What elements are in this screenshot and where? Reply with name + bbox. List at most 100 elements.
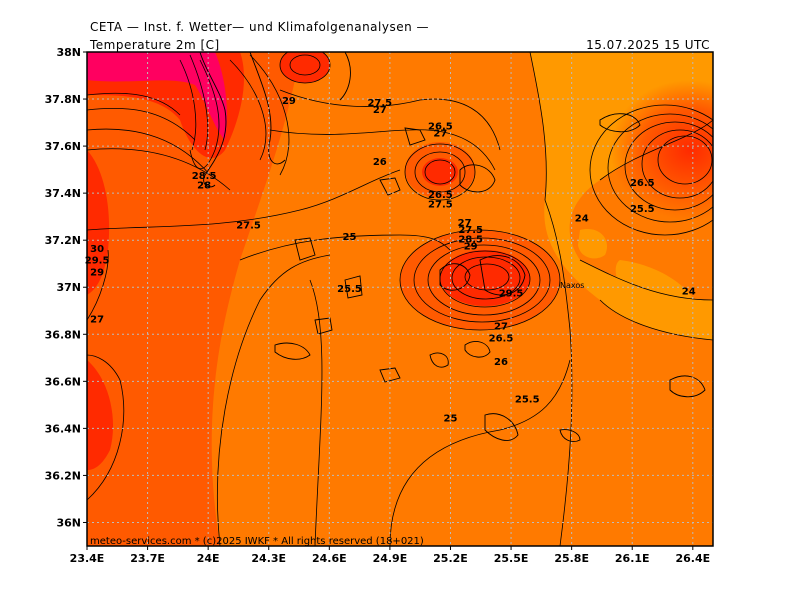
contour-line	[599, 299, 713, 341]
island	[599, 113, 641, 133]
band-32-northwest	[87, 52, 227, 140]
evia-coast	[249, 52, 286, 165]
contour-label: 26.5	[428, 122, 453, 133]
lon-tick-label: 23.7E	[130, 552, 165, 565]
island	[669, 375, 706, 398]
paros-island	[439, 263, 471, 291]
contour-line	[189, 59, 220, 170]
contour-line	[424, 159, 456, 185]
contour-line	[579, 259, 713, 301]
contour-label: 27	[433, 129, 447, 140]
contour-label: 25	[444, 413, 458, 424]
graticule	[87, 52, 713, 546]
contour-label: 27	[458, 218, 472, 229]
contour-line	[451, 256, 521, 300]
contour-label: 27.5	[236, 220, 261, 231]
contour-label: 27	[90, 315, 104, 326]
lat-tick-label: 37.2N	[45, 234, 81, 247]
lon-tick-label: 25.5E	[494, 552, 529, 565]
contour-line	[657, 135, 713, 185]
band-29-west-edge	[87, 150, 110, 295]
contour-label: 29.5	[499, 289, 524, 300]
latitude-ticks: 38N 37.8N 37.6N 37.4N 37.2N 37N 36.8N 36.6N 36.4…	[45, 46, 87, 529]
valid-datetime: 15.07.2025 15 UTC	[586, 38, 710, 52]
contour-line	[544, 199, 573, 546]
band-24-island	[578, 229, 608, 259]
contour-line	[414, 151, 466, 193]
lat-tick-label: 36.2N	[45, 469, 81, 482]
lon-tick-label: 25.8E	[554, 552, 589, 565]
lon-tick-label: 26.1E	[615, 552, 650, 565]
lon-tick-label: 25.2E	[433, 552, 468, 565]
lon-tick-label: 23.4E	[70, 552, 105, 565]
contour-line	[279, 89, 501, 151]
lat-tick-label: 36.4N	[45, 422, 81, 435]
contour-label: 28.5	[192, 171, 217, 182]
contour-label: 25.5	[337, 284, 362, 295]
contour-label: 27.5	[428, 199, 453, 210]
lon-tick-label: 24.3E	[251, 552, 286, 565]
lon-tick-label: 24E	[197, 552, 220, 565]
contour-line	[427, 244, 541, 316]
contour-line	[279, 52, 331, 84]
island	[294, 237, 316, 261]
contour-labels: 29 27.52726.5272628.52827.52526.527.52727…	[85, 96, 696, 425]
lat-tick-label: 36N	[56, 516, 81, 529]
lat-tick-label: 37.6N	[45, 140, 81, 153]
lon-tick-label: 24.9E	[373, 552, 408, 565]
contour-line	[87, 92, 181, 116]
variable-label: Temperature 2m [C]	[90, 38, 220, 52]
contour-line	[269, 129, 496, 171]
contour-label: 28	[197, 180, 211, 191]
contour-label: 27	[494, 322, 508, 333]
longitude-ticks: 23.4E 23.7E 24E 24.3E 24.6E 24.9E 25.2E 25.5E 25…	[70, 546, 710, 565]
island	[344, 275, 363, 299]
contour-label: 29	[282, 96, 296, 107]
island	[429, 352, 449, 368]
contour-line	[404, 143, 476, 201]
filled-temperature-field	[87, 52, 713, 546]
contour-line	[87, 128, 211, 176]
band-27-west	[87, 52, 300, 546]
hot-core-northeast	[610, 80, 713, 220]
lat-tick-label: 38N	[56, 46, 81, 59]
island	[559, 429, 581, 442]
contour-label: 29	[464, 242, 478, 253]
contour-line	[624, 121, 713, 211]
contour-line	[87, 107, 196, 141]
contour-line	[179, 59, 197, 151]
island	[404, 127, 426, 146]
contour-line	[87, 148, 231, 191]
contour-line	[389, 359, 571, 546]
place-label-naxos: Naxos	[560, 281, 584, 290]
contour-line	[87, 169, 401, 231]
contour-line	[189, 54, 209, 151]
island	[274, 342, 311, 360]
contour-label: 25	[343, 232, 357, 243]
contour-line	[249, 54, 290, 176]
naxos-island	[479, 255, 526, 296]
contour-label: 29.5	[85, 256, 110, 267]
contour-line	[87, 354, 125, 501]
contour-label: 26.5	[630, 178, 655, 189]
contour-label: 25.5	[515, 395, 540, 406]
contour-line	[641, 129, 713, 199]
coastlines	[199, 52, 706, 442]
contour-label: 28.5	[458, 235, 483, 246]
lon-tick-label: 26.4E	[675, 552, 710, 565]
contour-line	[589, 104, 713, 236]
contour-label: 24	[575, 213, 589, 224]
attica-coast	[199, 52, 227, 188]
contour-label: 30	[90, 244, 104, 255]
contour-label: 26.5	[489, 333, 514, 344]
band-24-lens	[615, 260, 700, 329]
contour-label: 26	[373, 157, 387, 168]
lat-tick-label: 36.8N	[45, 328, 81, 341]
contour-line	[289, 54, 321, 76]
contour-line	[464, 263, 510, 291]
island	[464, 341, 491, 358]
lat-tick-label: 37.4N	[45, 187, 81, 200]
contour-lines	[87, 52, 713, 546]
contour-label: 26.5	[428, 190, 453, 201]
island	[314, 317, 333, 335]
